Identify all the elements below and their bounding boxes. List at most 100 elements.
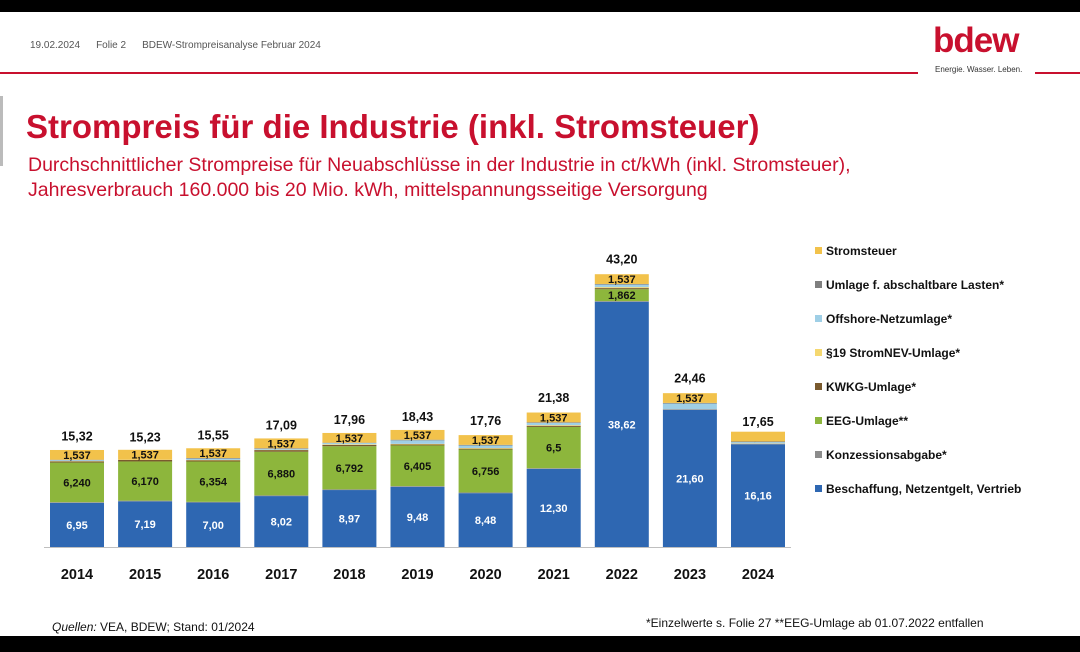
bar-total-label: 17,65 (742, 415, 773, 429)
bar-total-label: 17,96 (334, 413, 365, 427)
bar-segment (390, 444, 445, 446)
legend-swatch (815, 485, 822, 492)
legend-swatch (815, 417, 822, 424)
bar-segment (458, 444, 513, 446)
legend-label: Beschaffung, Netzentgelt, Vertrieb (826, 482, 1022, 496)
bar-segment (662, 393, 717, 403)
bar-segment (322, 444, 377, 447)
bar-segment (594, 289, 649, 302)
bar-segment (390, 440, 445, 444)
bar-segment (526, 468, 581, 547)
bar-segment (50, 460, 104, 462)
bar-segment (458, 435, 513, 445)
bar-segment (322, 432, 377, 443)
bar-value-label: 1,537 (676, 393, 704, 405)
bar-segment (662, 409, 717, 410)
legend-swatch (815, 451, 822, 458)
bar-segment (186, 458, 241, 460)
bar-segment (526, 412, 581, 423)
bar-segment (254, 448, 309, 449)
x-axis-tick-label: 2020 (469, 567, 501, 583)
bar-segment (50, 449, 104, 460)
bar-value-label: 1,537 (131, 450, 159, 462)
bar-total-label: 17,09 (266, 418, 297, 432)
bar-segment (731, 442, 785, 444)
bar-segment (526, 425, 581, 426)
bar-value-label: 9,48 (407, 512, 428, 524)
stacked-bar-chart: 6,95 6,240 1,537 15,32 2014 7,19 6,170 1,537 15,… (44, 253, 791, 583)
legend-item: Offshore-Netzumlage* (815, 310, 952, 328)
bar-segment (526, 425, 581, 427)
x-axis-tick-label: 2018 (333, 567, 365, 583)
bar-segment (322, 490, 377, 547)
footer-source-text: VEA, BDEW; Stand: 01/2024 (96, 620, 255, 634)
legend-item: §19 StromNEV-Umlage* (815, 344, 961, 362)
bdew-logo: bdew (933, 21, 1019, 60)
bar-total-label: 43,20 (606, 253, 637, 267)
title-accent-bar (0, 96, 3, 166)
bar-value-label: 1,537 (608, 274, 636, 286)
bar-total-label: 15,32 (61, 430, 92, 444)
bar-value-label: 1,537 (63, 450, 91, 462)
bar-segment (254, 438, 309, 449)
x-axis-tick-label: 2014 (61, 567, 93, 583)
bar-value-label: 6,405 (404, 461, 432, 473)
bar-segment (731, 441, 785, 443)
bar-value-label: 8,97 (339, 514, 360, 526)
bar-segment (254, 495, 309, 497)
bar-segment (322, 443, 377, 445)
bar-segment (594, 301, 649, 547)
legend-swatch (815, 281, 822, 288)
bar-segment (186, 461, 241, 502)
header-deck-title: BDEW-Strompreisanalyse Februar 2024 (142, 40, 321, 51)
bar-segment (390, 486, 445, 487)
header-date: 19.02.2024 (30, 40, 81, 51)
bar-segment (186, 448, 241, 459)
bar-segment (458, 492, 513, 494)
bar-segment (50, 502, 104, 547)
bar-segment (526, 468, 581, 469)
bar-segment (526, 422, 581, 423)
bar-value-label: 6,880 (268, 469, 296, 481)
bar-value-label: 1,537 (336, 433, 364, 445)
bar-value-label: 1,537 (404, 430, 432, 442)
bar-segment (186, 502, 241, 547)
bar-value-label: 1,537 (268, 438, 296, 450)
bar-segment (594, 287, 649, 289)
bar-value-label: 1,537 (540, 412, 568, 424)
legend-label: Konzessionsabgabe* (826, 448, 947, 462)
slide: 19.02.2024 Folie 2 BDEW-Strompreisanalyse … (0, 12, 1080, 636)
bar-segment (458, 448, 513, 450)
legend-item: Beschaffung, Netzentgelt, Vertrieb (815, 480, 1026, 498)
legend-swatch (815, 349, 822, 356)
legend-label: §19 StromNEV-Umlage* (826, 346, 961, 360)
bar-value-label: 16,16 (744, 491, 772, 503)
bar-segment (50, 502, 104, 503)
legend-item: KWKG-Umlage* (815, 378, 916, 396)
x-axis-tick-label: 2019 (401, 567, 433, 583)
page-subtitle: Durchschnittlicher Strompreise für Neuab… (28, 153, 851, 203)
bar-segment (390, 429, 445, 440)
x-axis-tick-label: 2021 (538, 567, 570, 583)
bar-segment (390, 443, 445, 445)
bar-segment (458, 449, 513, 493)
bar-total-label: 24,46 (674, 372, 705, 386)
legend-item: Umlage f. abschaltbare Lasten* (815, 276, 1005, 294)
x-axis-tick-label: 2015 (129, 567, 161, 583)
bar-value-label: 21,60 (676, 473, 704, 485)
bar-segment (458, 448, 513, 449)
legend-label: EEG-Umlage** (826, 414, 909, 428)
bar-segment (526, 422, 581, 426)
bar-value-label: 38,62 (608, 419, 636, 431)
bar-value-label: 6,95 (66, 520, 87, 532)
bar-segment (594, 284, 649, 288)
bar-segment (254, 450, 309, 452)
legend-label: Umlage f. abschaltbare Lasten* (826, 278, 1005, 292)
x-axis-tick-label: 2016 (197, 567, 229, 583)
bar-value-label: 6,792 (336, 463, 364, 475)
bar-segment (390, 439, 445, 441)
footer-note: *Einzelwerte s. Folie 27 **EEG-Umlage ab… (646, 616, 984, 630)
bar-segment (186, 501, 241, 503)
bar-value-label: 6,240 (63, 477, 91, 489)
header-divider-right (1035, 72, 1080, 74)
